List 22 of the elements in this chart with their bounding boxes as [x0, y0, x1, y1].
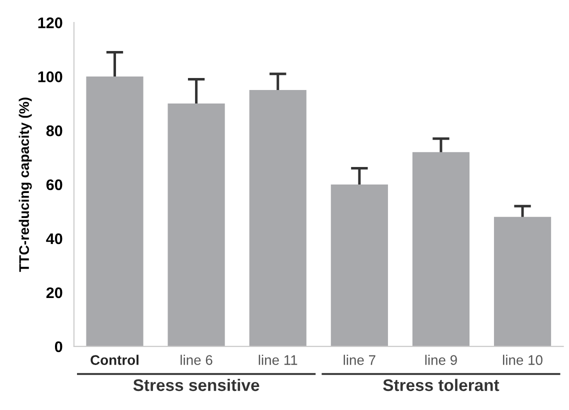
bar: [494, 216, 552, 346]
y-tick-label: 0: [54, 341, 62, 352]
x-tick-label: line 7: [344, 354, 376, 365]
y-tick-label: 120: [38, 17, 62, 28]
x-tick-label: line 6: [180, 354, 212, 365]
bar: [86, 76, 144, 346]
bar: [168, 104, 225, 346]
bar: [249, 90, 306, 346]
x-tick-label: line 9: [425, 354, 457, 365]
x-tick-label: line 11: [258, 354, 298, 365]
y-tick-label: 80: [46, 125, 62, 136]
y-tick-label: 100: [38, 71, 62, 82]
y-tick-label: 40: [46, 233, 62, 244]
text: Stress tolerant: [383, 378, 500, 392]
bar: [412, 152, 470, 346]
y-axis-title: TTC-reducing capacity (%): [18, 98, 32, 272]
text: Stress sensitive: [133, 378, 260, 392]
y-tick-label: 60: [46, 179, 62, 190]
x-tick-label: Control: [90, 354, 138, 365]
x-tick-label: line 10: [503, 354, 542, 365]
bar: [330, 184, 388, 346]
y-tick-label: 20: [46, 287, 62, 298]
